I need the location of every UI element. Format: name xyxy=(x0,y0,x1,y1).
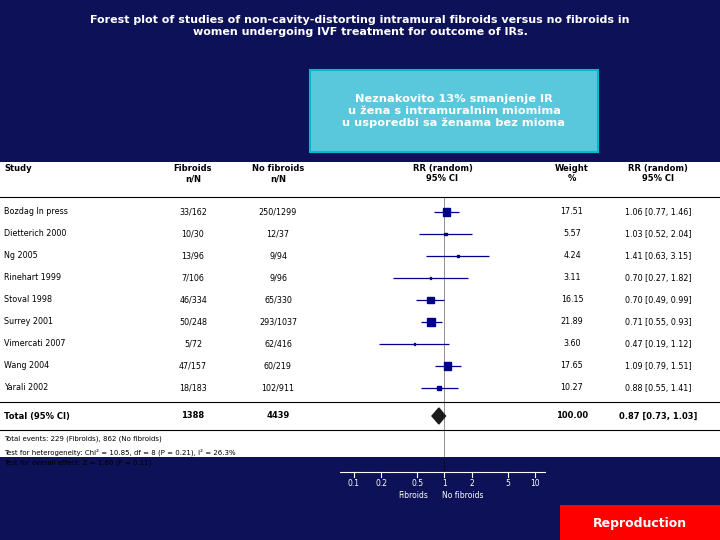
Text: 46/334: 46/334 xyxy=(179,295,207,305)
Text: 0.70 [0.49, 0.99]: 0.70 [0.49, 0.99] xyxy=(625,295,691,305)
Text: Vimercati 2007: Vimercati 2007 xyxy=(4,340,66,348)
Bar xyxy=(427,297,433,303)
Bar xyxy=(0,162,720,457)
Text: Yarali 2002: Yarali 2002 xyxy=(4,383,48,393)
Text: No fibroids
n/N: No fibroids n/N xyxy=(252,164,304,184)
Text: Wang 2004: Wang 2004 xyxy=(4,361,49,370)
Text: 0.2: 0.2 xyxy=(375,479,387,488)
Text: 1.09 [0.79, 1.51]: 1.09 [0.79, 1.51] xyxy=(625,361,691,370)
Text: 2: 2 xyxy=(469,479,474,488)
Text: Total events: 229 (Fibroids), 862 (No fibroids): Total events: 229 (Fibroids), 862 (No fi… xyxy=(4,436,162,442)
Bar xyxy=(414,343,415,345)
Text: 17.51: 17.51 xyxy=(561,207,583,217)
Text: 5/72: 5/72 xyxy=(184,340,202,348)
Text: Rinehart 1999: Rinehart 1999 xyxy=(4,273,61,282)
Text: Test for heterogeneity: Chi² = 10.85, df = 8 (P = 0.21), I² = 26.3%: Test for heterogeneity: Chi² = 10.85, df… xyxy=(4,448,235,456)
Bar xyxy=(437,386,441,390)
Text: 50/248: 50/248 xyxy=(179,318,207,327)
Text: 1: 1 xyxy=(442,479,446,488)
Text: 4439: 4439 xyxy=(266,411,289,421)
Text: 0.70 [0.27, 1.82]: 0.70 [0.27, 1.82] xyxy=(625,273,691,282)
Text: 5.57: 5.57 xyxy=(563,230,581,239)
Text: 0.47 [0.19, 1.12]: 0.47 [0.19, 1.12] xyxy=(625,340,691,348)
Text: 47/157: 47/157 xyxy=(179,361,207,370)
Text: Study: Study xyxy=(4,164,32,173)
Text: Bozdag In press: Bozdag In press xyxy=(4,207,68,217)
Bar xyxy=(0,457,720,540)
Text: Dietterich 2000: Dietterich 2000 xyxy=(4,230,66,239)
Text: 10.27: 10.27 xyxy=(561,383,583,393)
Text: 12/37: 12/37 xyxy=(266,230,289,239)
Text: 0.87 [0.73, 1.03]: 0.87 [0.73, 1.03] xyxy=(618,411,697,421)
Text: Forest plot of studies of non-cavity-distorting intramural fibroids versus no fi: Forest plot of studies of non-cavity-dis… xyxy=(90,15,630,37)
Text: 62/416: 62/416 xyxy=(264,340,292,348)
Text: 3.60: 3.60 xyxy=(563,340,581,348)
Text: Test for overall effect: Z = 1.60 (P = 0.11): Test for overall effect: Z = 1.60 (P = 0… xyxy=(4,460,151,467)
Bar xyxy=(444,233,446,235)
Text: No fibroids: No fibroids xyxy=(442,491,484,500)
Text: 7/106: 7/106 xyxy=(181,273,204,282)
Text: Total (95% CI): Total (95% CI) xyxy=(4,411,70,421)
Text: 16.15: 16.15 xyxy=(561,295,583,305)
Text: 13/96: 13/96 xyxy=(181,252,204,260)
Text: 10: 10 xyxy=(530,479,539,488)
Text: 9/96: 9/96 xyxy=(269,273,287,282)
Text: RR (random)
95% CI: RR (random) 95% CI xyxy=(628,164,688,184)
Text: 17.65: 17.65 xyxy=(561,361,583,370)
Text: 0.1: 0.1 xyxy=(348,479,360,488)
Text: Ng 2005: Ng 2005 xyxy=(4,252,37,260)
Text: 5: 5 xyxy=(505,479,510,488)
Bar xyxy=(430,278,431,279)
Text: 0.5: 0.5 xyxy=(411,479,423,488)
Text: 4.24: 4.24 xyxy=(563,252,581,260)
Text: 250/1299: 250/1299 xyxy=(258,207,297,217)
Text: Fibroids: Fibroids xyxy=(398,491,428,500)
Text: Surrey 2001: Surrey 2001 xyxy=(4,318,53,327)
Text: 293/1037: 293/1037 xyxy=(259,318,297,327)
Text: 10/30: 10/30 xyxy=(181,230,204,239)
Text: 1388: 1388 xyxy=(181,411,204,421)
Text: RR (random)
95% CI: RR (random) 95% CI xyxy=(413,164,472,184)
Bar xyxy=(426,318,436,326)
FancyBboxPatch shape xyxy=(310,70,598,152)
Text: Neznakovito 13% smanjenje IR
u žena s intramuralnim miomima
u usporedbi sa ženam: Neznakovito 13% smanjenje IR u žena s in… xyxy=(343,94,565,128)
Text: 9/94: 9/94 xyxy=(269,252,287,260)
Polygon shape xyxy=(432,408,446,424)
Bar xyxy=(443,208,450,215)
Text: Stoval 1998: Stoval 1998 xyxy=(4,295,52,305)
Text: Fibroids
n/N: Fibroids n/N xyxy=(174,164,212,184)
Text: 1.06 [0.77, 1.46]: 1.06 [0.77, 1.46] xyxy=(625,207,691,217)
Bar xyxy=(560,505,720,540)
Text: 3.11: 3.11 xyxy=(563,273,581,282)
Text: 102/911: 102/911 xyxy=(261,383,294,393)
Text: 1.03 [0.52, 2.04]: 1.03 [0.52, 2.04] xyxy=(625,230,691,239)
Text: 60/219: 60/219 xyxy=(264,361,292,370)
Bar xyxy=(444,362,451,369)
Text: 18/183: 18/183 xyxy=(179,383,207,393)
Text: 1.41 [0.63, 3.15]: 1.41 [0.63, 3.15] xyxy=(625,252,691,260)
Text: 0.88 [0.55, 1.41]: 0.88 [0.55, 1.41] xyxy=(625,383,691,393)
Text: 21.89: 21.89 xyxy=(561,318,583,327)
Text: Weight
%: Weight % xyxy=(555,164,589,184)
Text: 65/330: 65/330 xyxy=(264,295,292,305)
Text: 33/162: 33/162 xyxy=(179,207,207,217)
Text: 0.71 [0.55, 0.93]: 0.71 [0.55, 0.93] xyxy=(625,318,691,327)
Text: 100.00: 100.00 xyxy=(556,411,588,421)
Text: Reproduction: Reproduction xyxy=(593,516,687,530)
Bar xyxy=(457,255,459,257)
